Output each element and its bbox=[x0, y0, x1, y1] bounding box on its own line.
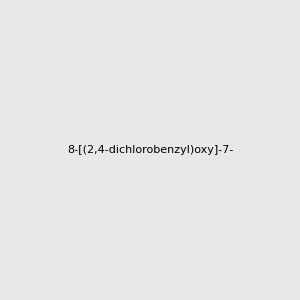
Text: 8-[(2,4-dichlorobenzyl)oxy]-7-: 8-[(2,4-dichlorobenzyl)oxy]-7- bbox=[67, 145, 233, 155]
